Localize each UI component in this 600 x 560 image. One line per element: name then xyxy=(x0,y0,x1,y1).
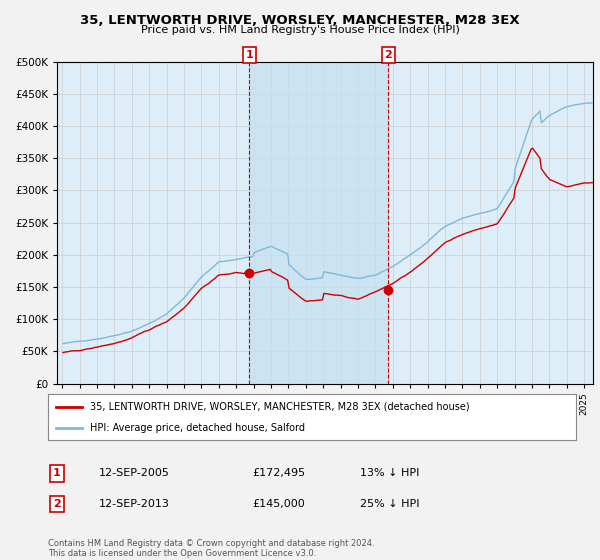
Text: Contains HM Land Registry data © Crown copyright and database right 2024.
This d: Contains HM Land Registry data © Crown c… xyxy=(48,539,374,558)
Text: HPI: Average price, detached house, Salford: HPI: Average price, detached house, Salf… xyxy=(90,423,305,433)
Text: 35, LENTWORTH DRIVE, WORSLEY, MANCHESTER, M28 3EX (detached house): 35, LENTWORTH DRIVE, WORSLEY, MANCHESTER… xyxy=(90,402,470,412)
Text: 12-SEP-2013: 12-SEP-2013 xyxy=(99,499,170,509)
Text: £145,000: £145,000 xyxy=(252,499,305,509)
Text: 35, LENTWORTH DRIVE, WORSLEY, MANCHESTER, M28 3EX: 35, LENTWORTH DRIVE, WORSLEY, MANCHESTER… xyxy=(80,14,520,27)
Text: 12-SEP-2005: 12-SEP-2005 xyxy=(99,468,170,478)
Text: 1: 1 xyxy=(245,50,253,60)
Text: 13% ↓ HPI: 13% ↓ HPI xyxy=(360,468,419,478)
Text: 2: 2 xyxy=(53,499,61,509)
Bar xyxy=(249,62,388,384)
Text: £172,495: £172,495 xyxy=(252,468,305,478)
Text: 25% ↓ HPI: 25% ↓ HPI xyxy=(360,499,419,509)
Text: 1: 1 xyxy=(53,468,61,478)
Text: Price paid vs. HM Land Registry's House Price Index (HPI): Price paid vs. HM Land Registry's House … xyxy=(140,25,460,35)
Text: 2: 2 xyxy=(385,50,392,60)
